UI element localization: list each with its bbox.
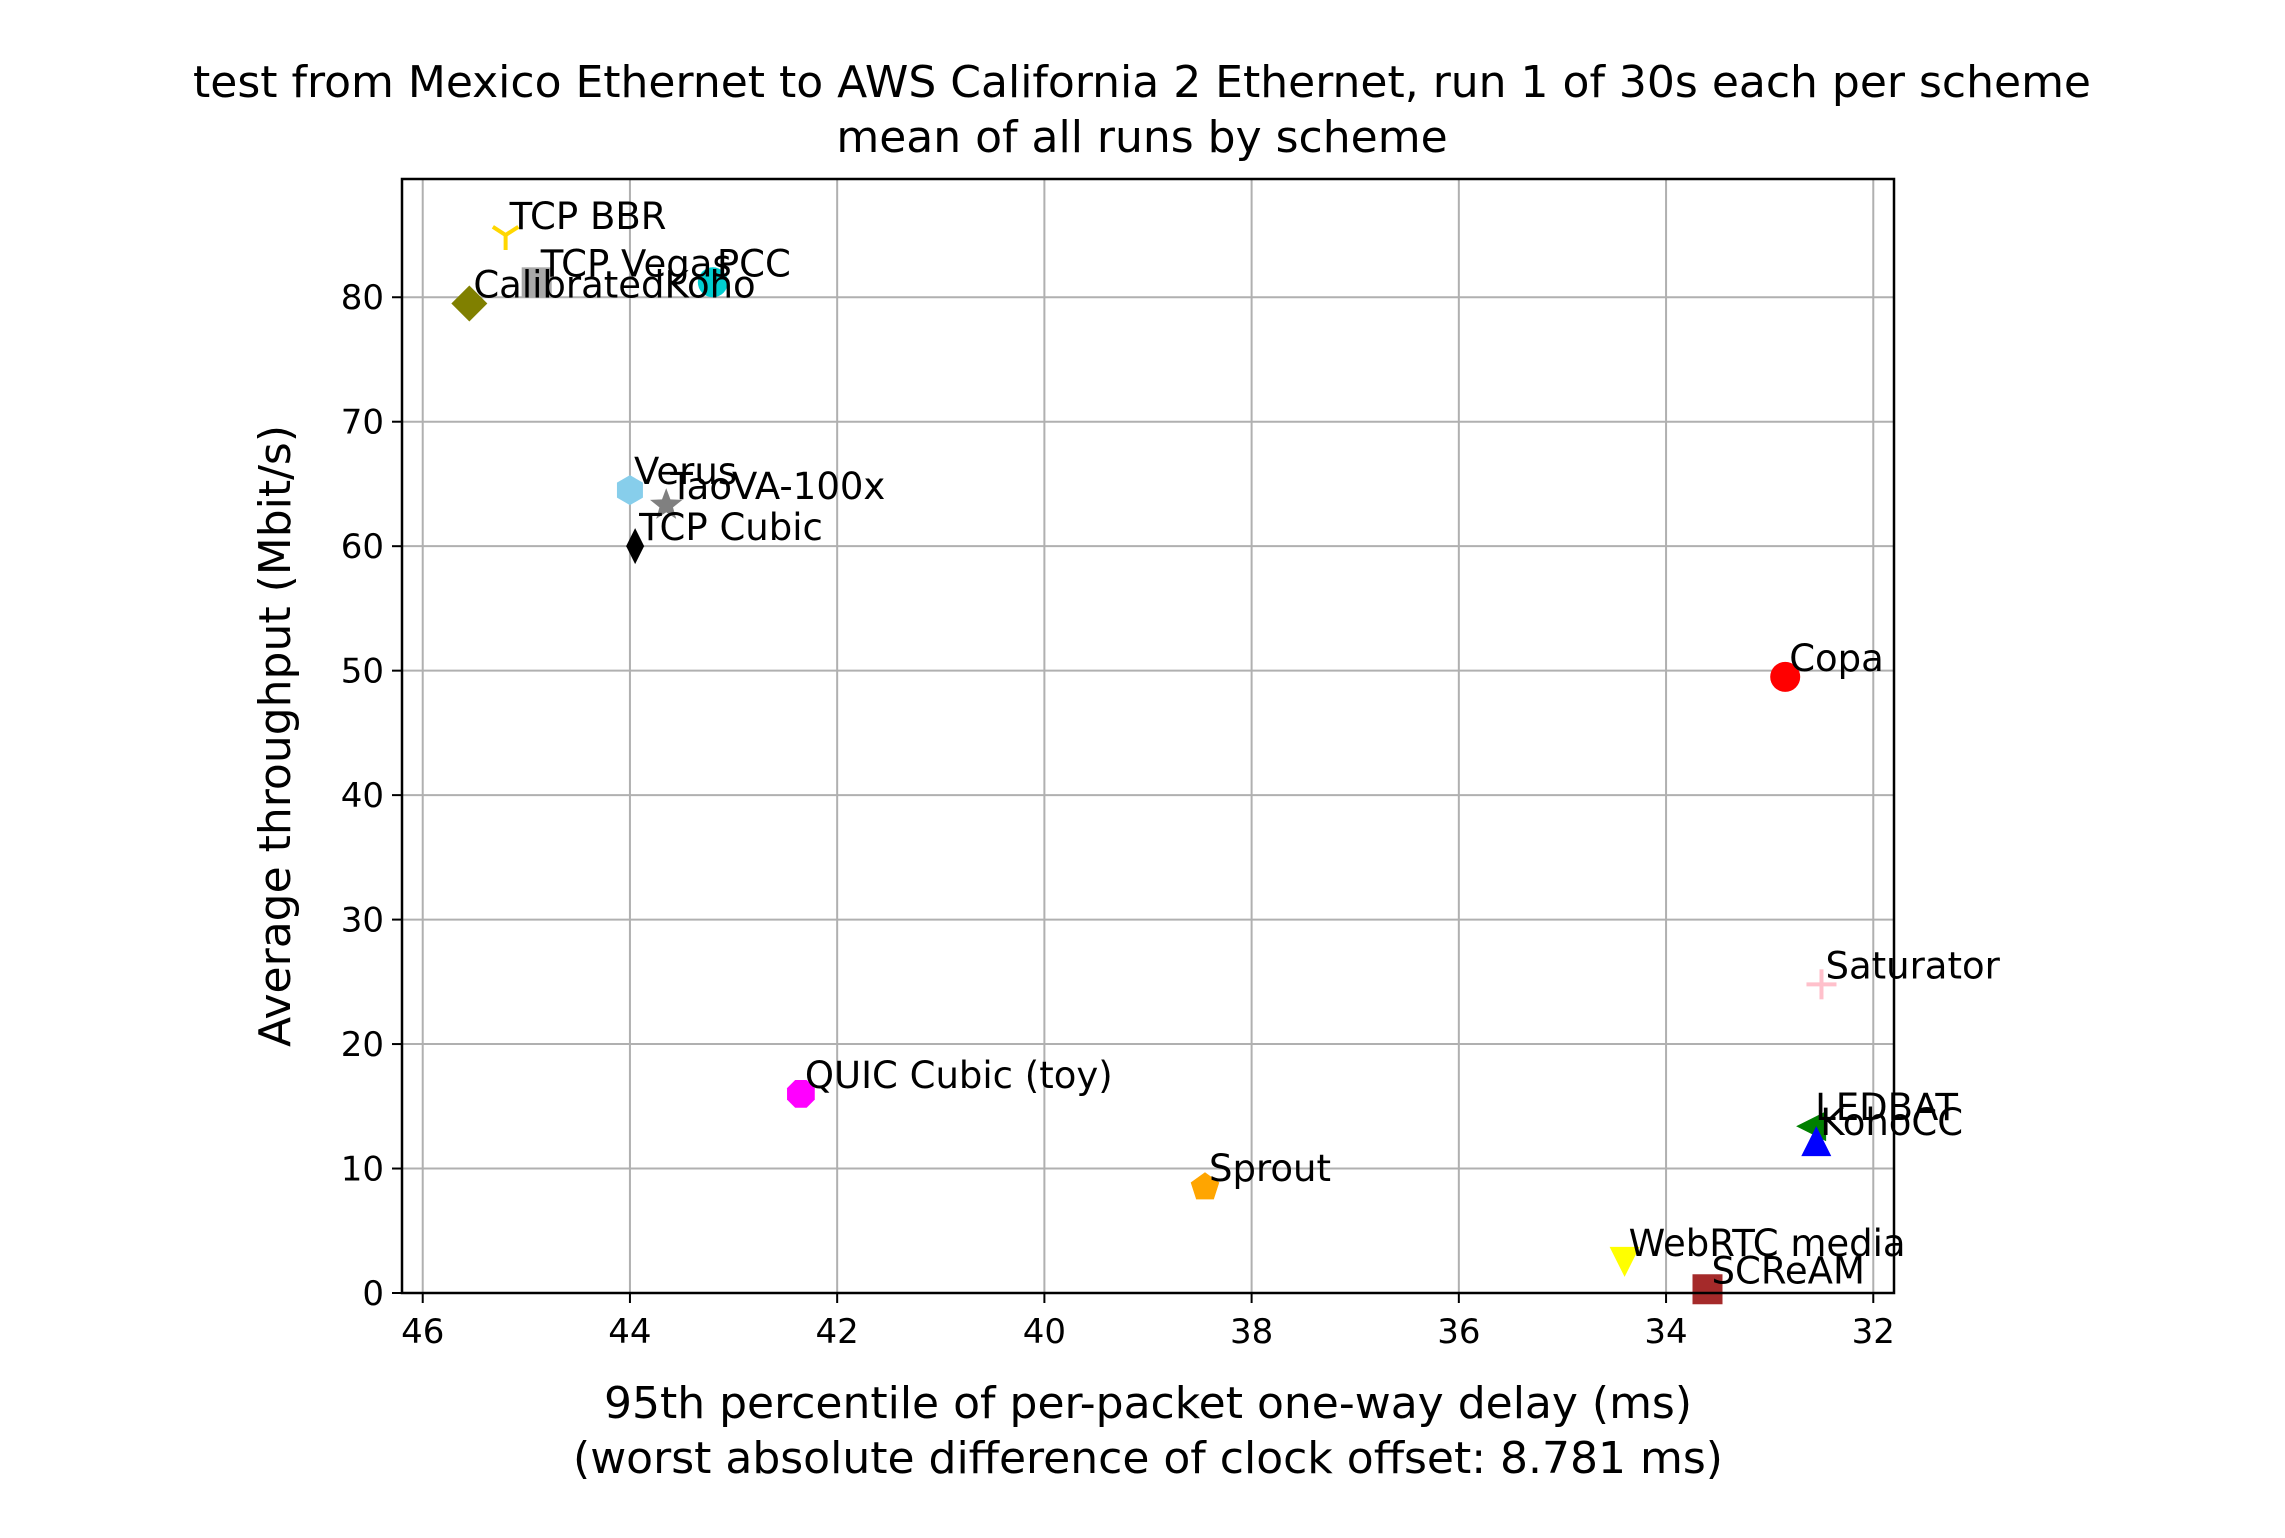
y-tick-label: 10 <box>341 1150 384 1190</box>
point-label: Copa <box>1789 637 1884 680</box>
y-axis-label: Average throughput (Mbit/s) <box>250 425 301 1047</box>
point-label: TCP BBR <box>509 195 667 238</box>
point-label: TaoVA-100x <box>669 465 885 508</box>
data-point <box>1801 1126 1832 1157</box>
x-tick-label: 34 <box>1644 1312 1687 1352</box>
data-point <box>1770 661 1801 692</box>
point-label: SCReAM <box>1712 1249 1865 1292</box>
y-tick-label: 0 <box>362 1274 384 1314</box>
x-tick-label: 42 <box>816 1312 859 1352</box>
x-axis-label: 95th percentile of per-packet one-way de… <box>604 1378 1692 1429</box>
x-tick-label: 38 <box>1230 1312 1273 1352</box>
gridlines <box>402 179 1894 1294</box>
data-point <box>1692 1274 1723 1305</box>
point-label: QUIC Cubic (toy) <box>805 1054 1113 1097</box>
x-tick-label: 44 <box>608 1312 651 1352</box>
chart-subtitle: mean of all runs by scheme <box>836 112 1447 163</box>
y-tick-label: 40 <box>341 776 384 816</box>
y-tick-label: 20 <box>341 1025 384 1065</box>
data-point <box>697 267 728 298</box>
data-point <box>1806 969 1837 1000</box>
data-point <box>491 225 520 251</box>
y-tick-label: 60 <box>341 527 384 567</box>
y-tick-label: 50 <box>341 652 384 692</box>
plot-frame <box>400 177 1896 1295</box>
point-label: TCP Cubic <box>638 506 823 549</box>
point-label: CalibratedKoho <box>473 263 755 306</box>
y-tick-label: 70 <box>341 403 384 443</box>
point-label: PCC <box>717 242 791 285</box>
x-tick-label: 36 <box>1437 1312 1480 1352</box>
data-point <box>451 285 488 322</box>
y-tick-label: 30 <box>341 901 384 941</box>
axis-ticks: 46 44 42 40 38 36 34 32 0 10 20 30 40 50 60 70 80 <box>341 278 1895 1352</box>
x-axis-label-secondary: (worst absolute difference of clock offs… <box>573 1433 1723 1484</box>
data-point <box>521 267 552 298</box>
point-label: TCP Vegas <box>540 242 732 285</box>
point-label: LEDBAT <box>1815 1086 1958 1129</box>
data-point <box>1190 1172 1220 1200</box>
data-points <box>451 225 1837 1305</box>
point-label: WebRTC media <box>1629 1222 1906 1265</box>
data-point <box>616 475 643 506</box>
y-tick-label: 80 <box>341 278 384 318</box>
point-label: Sprout <box>1209 1147 1331 1190</box>
data-point <box>650 488 683 519</box>
x-tick-label: 46 <box>401 1312 444 1352</box>
x-tick-label: 40 <box>1023 1312 1066 1352</box>
point-label: Verus <box>634 450 737 493</box>
data-point <box>1609 1246 1640 1277</box>
point-label: KohoCC <box>1820 1101 1963 1144</box>
chart-title: test from Mexico Ethernet to AWS Califor… <box>193 57 2091 108</box>
data-point <box>626 528 645 565</box>
point-label: Saturator <box>1825 944 2000 987</box>
x-tick-label: 32 <box>1852 1312 1895 1352</box>
data-point <box>787 1079 815 1108</box>
